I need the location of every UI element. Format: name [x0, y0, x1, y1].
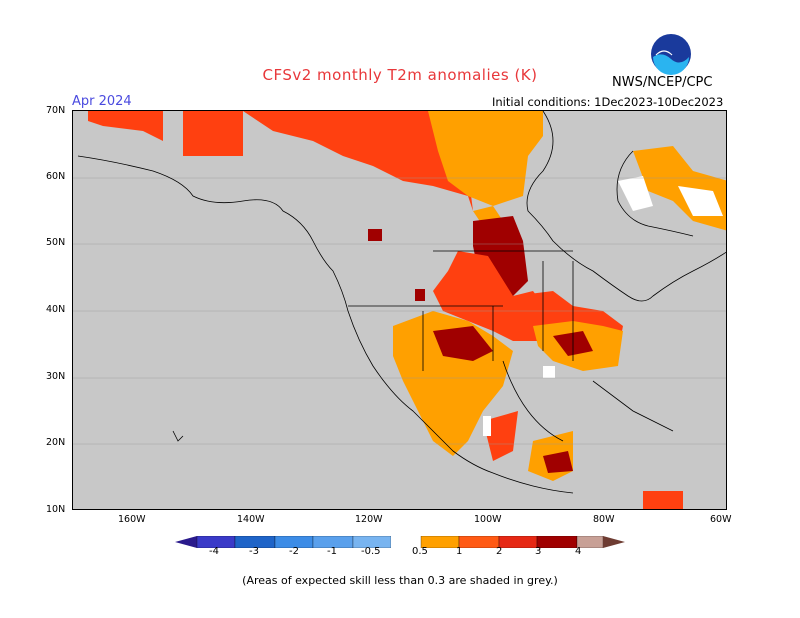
colorbar-label: 0.5 — [412, 546, 428, 557]
anomaly-shading — [88, 111, 726, 509]
colorbar-arrow-right — [603, 536, 625, 548]
colorbar-label: 1 — [456, 546, 463, 557]
lon-label-60w: 60W — [710, 514, 732, 525]
colorbar-label: -1 — [327, 546, 337, 557]
initial-conditions: Initial conditions: 1Dec2023-10Dec2023 — [492, 95, 724, 109]
lon-label-100w: 100W — [474, 514, 502, 525]
lat-label-60n: 60N — [46, 171, 66, 182]
lon-label-140w: 140W — [237, 514, 265, 525]
lon-label-120w: 120W — [355, 514, 383, 525]
colorbar-arrow-left — [175, 536, 197, 548]
lon-label-160w: 160W — [118, 514, 146, 525]
lat-label-10n: 10N — [46, 504, 66, 515]
lon-label-80w: 80W — [593, 514, 615, 525]
colorbar-label: 3 — [535, 546, 542, 557]
colorbar-label: -0.5 — [361, 546, 381, 557]
colorbar-label: -4 — [209, 546, 219, 557]
map-canvas — [73, 111, 726, 509]
anomaly-map — [72, 110, 727, 510]
lat-label-30n: 30N — [46, 371, 66, 382]
map-title: CFSv2 monthly T2m anomalies (K) — [262, 66, 538, 84]
lat-label-70n: 70N — [46, 105, 66, 116]
colorbar-label: -2 — [289, 546, 299, 557]
lat-label-50n: 50N — [46, 237, 66, 248]
skill-footnote: (Areas of expected skill less than 0.3 a… — [242, 574, 558, 587]
colorbar — [175, 536, 625, 548]
noaa-logo — [651, 34, 691, 75]
coastlines — [77, 111, 726, 494]
map-gridlines — [73, 177, 726, 445]
colorbar-label: 2 — [496, 546, 503, 557]
valid-month: Apr 2024 — [72, 94, 132, 109]
lat-label-40n: 40N — [46, 304, 66, 315]
agency-label: NWS/NCEP/CPC — [612, 75, 713, 90]
lat-label-20n: 20N — [46, 437, 66, 448]
colorbar-label: -3 — [249, 546, 259, 557]
colorbar-label: 4 — [575, 546, 582, 557]
